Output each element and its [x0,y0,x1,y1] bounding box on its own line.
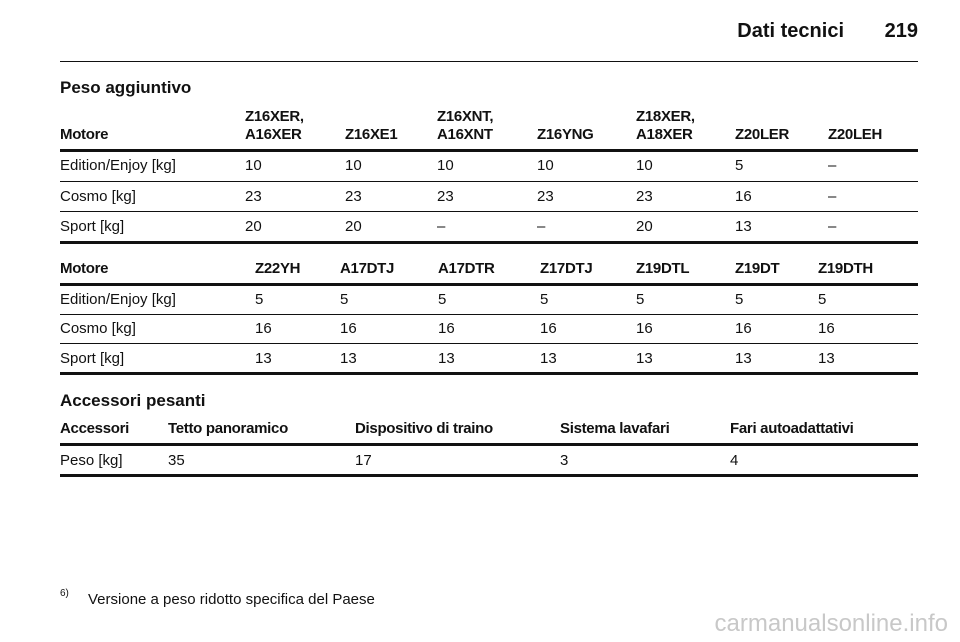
cell: 5 [735,157,744,175]
cell: 5 [340,290,349,308]
header-rule [60,443,918,446]
cell: 10 [537,157,554,175]
cell: 5 [636,290,645,308]
row-rule [60,211,918,212]
cell: 5 [255,290,264,308]
cell: 16 [540,320,557,338]
column-header: Z22YH [255,260,301,277]
page-number: 219 [884,20,918,42]
column-header: Z17DTJ [540,260,593,277]
cell: 3 [560,451,569,469]
cell: 16 [340,320,357,338]
table-end-rule [60,371,918,375]
column-header: A17DTR [438,260,495,277]
column-header: Z16YNG [537,126,594,143]
cell: 13 [735,218,752,236]
cell: Cosmo [kg] [60,320,136,338]
column-header: A17DTJ [340,260,395,277]
table-end-rule [60,240,918,244]
cell: 17 [355,451,372,469]
cell: 20 [345,218,362,236]
table-end-rule [60,474,918,477]
header-title: Dati tecnici [737,20,844,42]
header-rule [60,61,918,62]
cell: Edition/Enjoy [kg] [60,290,176,308]
cell: 10 [245,157,262,175]
row-rule [60,180,918,182]
cell: 5 [735,290,744,308]
column-header: Sistema lavafari [560,420,670,437]
cell: 16 [438,320,455,338]
cell: 16 [735,187,752,205]
column-header: Motore [60,260,109,277]
cell: 16 [735,320,752,338]
cell: 16 [636,320,653,338]
cell: 23 [345,187,362,205]
cell: – [828,218,837,236]
cell: 13 [636,349,653,367]
cell: 23 [636,187,653,205]
footnote-mark: 6) [60,588,69,599]
row-rule [60,343,918,344]
cell: 5 [438,290,447,308]
cell: Sport [kg] [60,218,125,236]
column-header: Z19DT [735,260,780,277]
column-header: Z20LEH [828,126,883,143]
cell: 13 [540,349,557,367]
cell: 13 [438,349,455,367]
column-header: Z16XE1 [345,126,398,143]
cell: 23 [437,187,454,205]
cell: 20 [245,218,262,236]
cell: 35 [168,451,185,469]
cell: 5 [540,290,549,308]
cell: 5 [818,290,827,308]
section-title: Accessori pesanti [60,391,206,410]
header-rule [60,283,918,286]
cell: 16 [255,320,272,338]
cell: 13 [255,349,272,367]
cell: Sport [kg] [60,349,125,367]
watermark: carmanualsonline.info [714,610,948,637]
cell: 23 [245,187,262,205]
cell: Cosmo [kg] [60,187,136,205]
column-header: Tetto panoramico [168,420,288,437]
column-header: Z20LER [735,126,790,143]
column-header: Z16XNT, A16XNT [437,108,494,143]
column-header: Z16XER, A16XER [245,108,304,143]
column-header: Motore [60,126,109,143]
column-header: Z19DTL [636,260,690,277]
row-rule [60,313,918,315]
cell: 10 [345,157,362,175]
cell: – [828,187,837,205]
section-title: Peso aggiuntivo [60,78,192,97]
cell: – [828,157,837,175]
cell: 13 [735,349,752,367]
cell: Edition/Enjoy [kg] [60,157,176,175]
header-rule [60,149,918,152]
column-header: Accessori [60,420,130,437]
cell: 16 [818,320,835,338]
cell: – [437,218,446,236]
cell: 20 [636,218,653,236]
cell: – [537,218,546,236]
column-header: Z18XER, A18XER [636,108,695,143]
cell: 23 [537,187,554,205]
cell: 13 [340,349,357,367]
cell: 10 [437,157,454,175]
column-header: Z19DTH [818,260,873,277]
column-header: Dispositivo di traino [355,420,493,437]
cell: 4 [730,451,739,469]
footnote-text: Versione a peso ridotto specifica del Pa… [88,591,375,608]
column-header: Fari autoadattativi [730,420,854,437]
cell: Peso [kg] [60,451,123,469]
cell: 13 [818,349,835,367]
cell: 10 [636,157,653,175]
